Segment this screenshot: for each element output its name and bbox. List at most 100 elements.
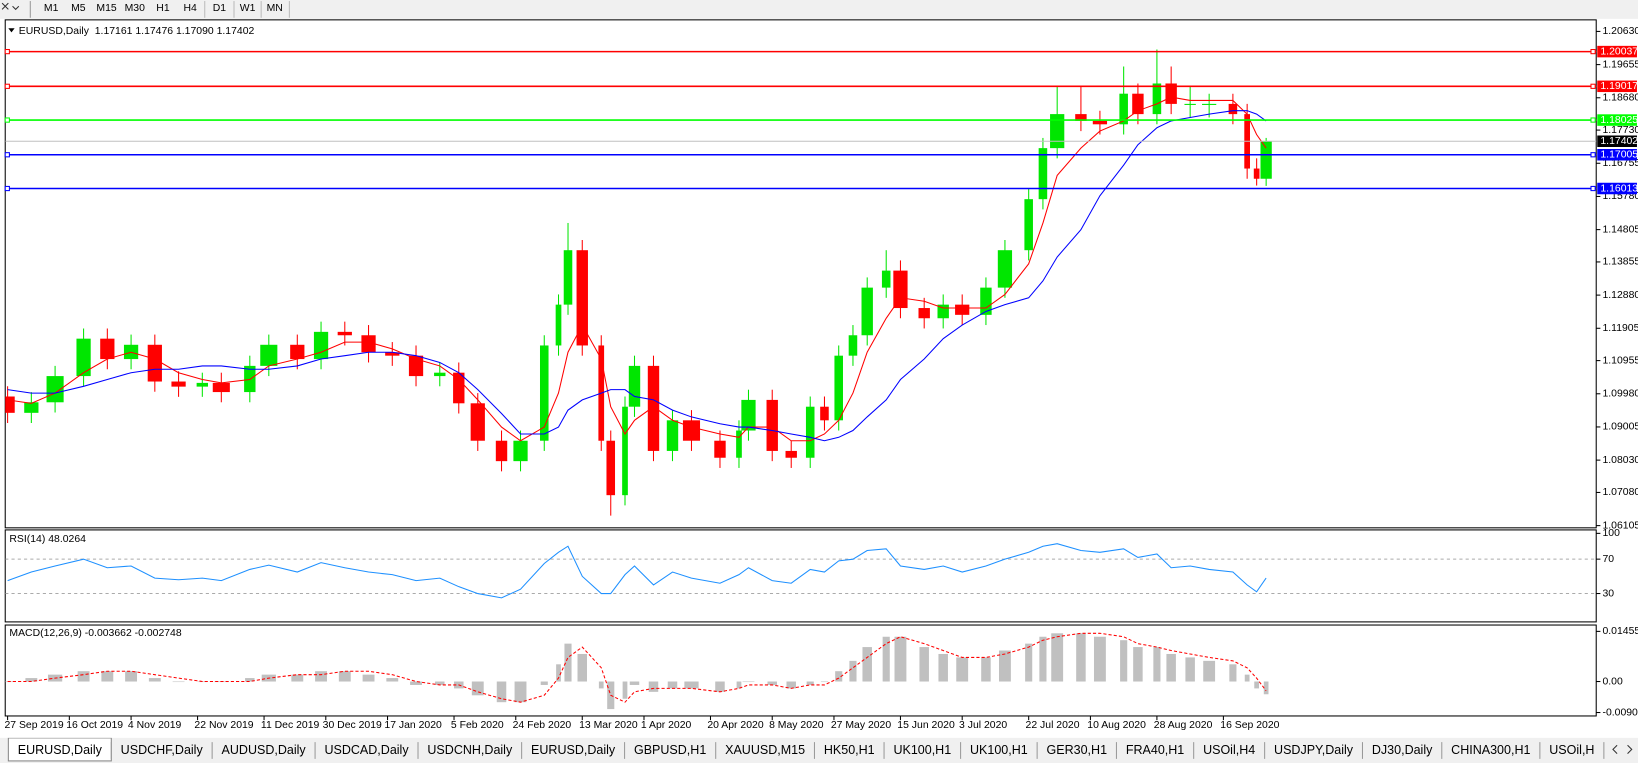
candle-body xyxy=(805,406,815,458)
tab-label[interactable]: EURUSD,Daily xyxy=(18,743,103,757)
macd-bar xyxy=(1025,643,1033,682)
timeframe-button[interactable]: D1 xyxy=(213,3,227,14)
candle-body xyxy=(563,250,573,305)
macd-bar xyxy=(1185,657,1195,682)
tab-label[interactable]: EURUSD,Daily xyxy=(531,743,616,757)
level-handle[interactable] xyxy=(4,152,10,158)
chart-window xyxy=(0,18,1638,738)
timeframe-button[interactable]: MN xyxy=(267,3,283,14)
candle-body xyxy=(834,355,843,421)
level-handle[interactable] xyxy=(1590,185,1596,192)
symbol-menu[interactable] xyxy=(8,28,15,33)
level-handle[interactable] xyxy=(1590,48,1596,55)
tab-label[interactable]: HK50,H1 xyxy=(824,743,875,757)
tab-label[interactable]: USDCNH,Daily xyxy=(427,743,513,757)
level-handle[interactable] xyxy=(1590,83,1596,89)
candle-body xyxy=(434,372,446,377)
candle-body xyxy=(1152,83,1162,115)
candle-body xyxy=(470,403,485,441)
candle-body xyxy=(980,287,992,315)
timeframe-button[interactable]: H1 xyxy=(156,3,170,14)
candle-body xyxy=(766,399,778,451)
x-tick-label: 28 Aug 2020 xyxy=(1154,720,1213,731)
candle-body xyxy=(46,376,64,403)
y-tick-label: 1.12880 xyxy=(1602,290,1638,301)
y-tick-label: 1.20630 xyxy=(1602,26,1638,37)
macd-bar xyxy=(564,643,572,682)
candle-body xyxy=(820,406,829,421)
level-handle[interactable] xyxy=(4,117,10,123)
macd-bar xyxy=(742,681,755,683)
level-label-box xyxy=(1597,45,1637,58)
macd-bar xyxy=(806,681,814,685)
level-handle[interactable] xyxy=(4,48,10,55)
tab-label[interactable]: DJ30,Daily xyxy=(1372,743,1433,757)
candle-body xyxy=(861,287,873,336)
level-handle[interactable] xyxy=(1590,152,1596,158)
candle-body xyxy=(147,344,162,382)
tab-label[interactable]: USDCAD,Daily xyxy=(324,743,409,757)
macd-bar xyxy=(1076,633,1086,682)
candle-body xyxy=(1092,120,1108,125)
y-tick-label: 1.19655 xyxy=(1602,59,1638,70)
candle-body xyxy=(5,396,15,413)
toolbar xyxy=(0,0,1638,19)
tab-label[interactable]: CHINA300,H1 xyxy=(1451,743,1530,757)
timeframe-button[interactable]: M5 xyxy=(71,3,86,14)
x-tick-label: 17 Jan 2020 xyxy=(384,720,442,731)
y-tick-label: 1.17730 xyxy=(1602,125,1638,136)
macd-bar xyxy=(245,678,255,682)
candle-body xyxy=(622,406,628,496)
tab-label[interactable]: GER30,H1 xyxy=(1047,743,1108,757)
candle-body xyxy=(736,430,742,458)
candle-body xyxy=(196,382,209,387)
y-tick-label: 1.10955 xyxy=(1602,355,1638,366)
level-label-box xyxy=(1597,80,1637,93)
candle-body xyxy=(1132,93,1144,115)
macd-panel xyxy=(4,624,1597,717)
tab-label[interactable]: USDCHF,Daily xyxy=(121,743,204,757)
timeframe-button[interactable]: M30 xyxy=(125,3,145,14)
candle-body xyxy=(290,344,305,360)
macd-bar xyxy=(622,681,628,699)
x-tick-label: 10 Aug 2020 xyxy=(1087,720,1146,731)
candle-body xyxy=(495,440,508,462)
level-handle[interactable] xyxy=(4,83,10,89)
level-label: 1.19017 xyxy=(1600,81,1638,92)
level-label-box xyxy=(1597,114,1637,126)
timeframe-button[interactable]: H4 xyxy=(183,3,197,14)
tab-label[interactable]: AUDUSD,Daily xyxy=(222,743,307,757)
tab-label[interactable]: USOil,H xyxy=(1549,743,1594,757)
candle-body xyxy=(918,308,930,319)
candle-body xyxy=(171,381,186,387)
y-tick-label: 1.16755 xyxy=(1602,158,1638,169)
y-tick-label: 70 xyxy=(1602,554,1614,565)
level-handle[interactable] xyxy=(1590,117,1596,123)
timeframe-button[interactable]: M15 xyxy=(96,3,116,14)
timeframe-button[interactable]: M1 xyxy=(44,3,59,14)
tab-scroll[interactable] xyxy=(1612,744,1633,754)
macd-bar xyxy=(1120,640,1128,682)
macd-bar xyxy=(540,681,548,685)
macd-bar xyxy=(598,681,604,689)
level-label: 1.20037 xyxy=(1600,46,1638,57)
timeframe-button[interactable]: W1 xyxy=(240,3,256,14)
tab-label[interactable]: GBPUSD,H1 xyxy=(634,743,706,757)
macd-bar xyxy=(1229,664,1237,682)
macd-bar xyxy=(435,681,445,685)
tab-label[interactable]: UK100,H1 xyxy=(970,743,1028,757)
tab-label[interactable]: USOil,H4 xyxy=(1203,743,1255,757)
tab-label[interactable]: XAUUSD,M15 xyxy=(725,743,805,757)
macd-bar xyxy=(362,674,375,682)
macd-bar xyxy=(77,671,90,682)
y-tick-label: 1.18680 xyxy=(1602,93,1638,104)
macd-bar xyxy=(101,671,114,682)
macd-bar xyxy=(981,657,991,682)
tab-label[interactable]: UK100,H1 xyxy=(893,743,951,757)
macd-bar xyxy=(148,678,161,682)
tab-label[interactable]: USDJPY,Daily xyxy=(1274,743,1354,757)
macd-bar xyxy=(410,681,422,685)
macd-bar xyxy=(1254,681,1260,689)
tab-label[interactable]: FRA40,H1 xyxy=(1126,743,1184,757)
level-handle[interactable] xyxy=(4,185,10,192)
